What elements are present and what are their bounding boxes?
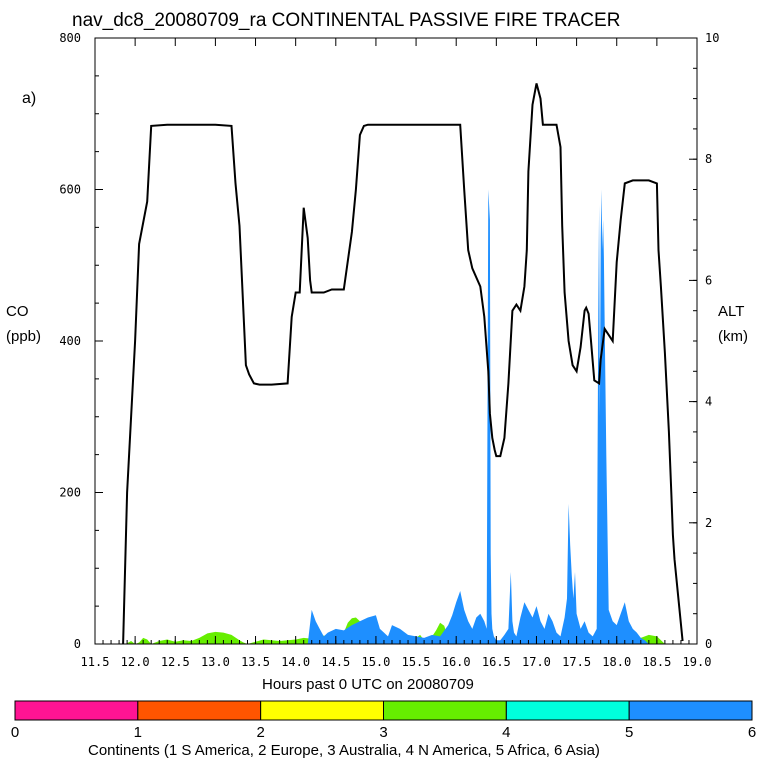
colorbar-tick-label: 4 [502, 724, 510, 741]
y2-tick-label: 2 [705, 516, 712, 530]
y-tick-label: 0 [74, 637, 81, 651]
y-tick-label: 600 [59, 183, 81, 197]
colorbar-tick-label: 6 [748, 724, 756, 741]
y2-tick-label: 10 [705, 31, 719, 45]
y-tick-label: 800 [59, 31, 81, 45]
x-tick-label: 17.5 [562, 655, 591, 669]
colorbar-tick-label: 1 [134, 724, 142, 741]
y-axis-left-unit: (ppb) [6, 328, 42, 345]
x-tick-label: 16.5 [482, 655, 511, 669]
y-tick-label: 400 [59, 334, 81, 348]
series-area-6-asia [307, 189, 649, 644]
y2-tick-label: 8 [705, 152, 712, 166]
y2-tick-label: 0 [705, 637, 712, 651]
x-tick-label: 16.0 [442, 655, 471, 669]
colorbar-tick-label: 5 [625, 724, 633, 741]
colorbar-swatch [137, 700, 262, 721]
colorbar-label: Continents (1 S America, 2 Europe, 3 Aus… [88, 742, 600, 759]
x-tick-label: 15.0 [361, 655, 390, 669]
x-tick-label: 12.0 [121, 655, 150, 669]
x-tick-label: 15.5 [402, 655, 431, 669]
x-tick-label: 14.0 [281, 655, 310, 669]
panel-label: a) [22, 90, 37, 107]
x-axis-label: Hours past 0 UTC on 20080709 [262, 676, 474, 693]
colorbar-tick-label: 2 [256, 724, 264, 741]
chart-title: nav_dc8_20080709_ra CONTINENTAL PASSIVE … [72, 10, 621, 31]
colorbar-swatch [14, 700, 139, 721]
colorbar-swatch [260, 700, 384, 721]
series-area-3-australia [125, 617, 665, 644]
colorbar-tick-label: 0 [11, 724, 19, 741]
y2-tick-label: 4 [705, 395, 712, 409]
x-tick-label: 19.0 [683, 655, 712, 669]
colorbar-swatch [628, 700, 753, 721]
y-axis-left-label: CO [6, 303, 29, 320]
x-tick-label: 11.5 [81, 655, 110, 669]
x-tick-label: 18.5 [642, 655, 671, 669]
x-tick-label: 17.0 [522, 655, 551, 669]
colorbar-tick-label: 3 [379, 724, 387, 741]
x-tick-label: 12.5 [161, 655, 190, 669]
y2-tick-label: 6 [705, 273, 712, 287]
series-line-altitude [122, 83, 684, 645]
x-tick-label: 18.0 [602, 655, 631, 669]
y-tick-label: 200 [59, 486, 81, 500]
colorbar-swatch [505, 700, 630, 721]
x-tick-label: 13.5 [241, 655, 270, 669]
y-axis-right-unit: (km) [718, 328, 748, 345]
colorbar-swatch [383, 700, 507, 721]
y-axis-right-label: ALT [718, 303, 745, 320]
x-tick-label: 14.5 [321, 655, 350, 669]
x-tick-label: 13.0 [201, 655, 230, 669]
